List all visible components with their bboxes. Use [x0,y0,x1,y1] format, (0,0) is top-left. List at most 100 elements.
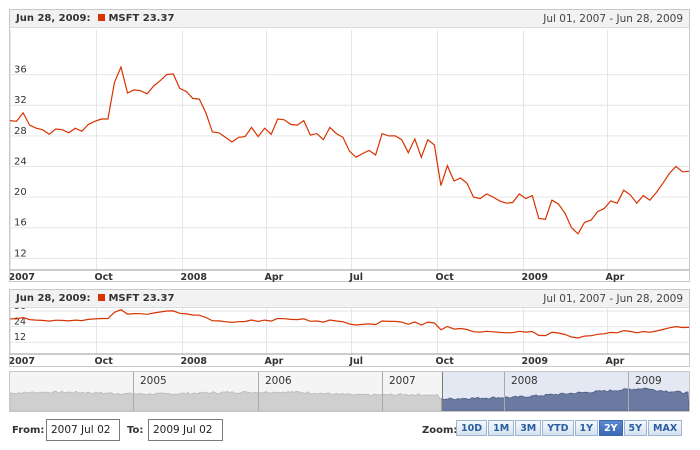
data-point[interactable] [237,136,240,139]
data-point[interactable] [119,65,122,68]
data-point[interactable] [198,98,201,101]
data-point[interactable] [296,124,299,127]
data-point[interactable] [400,138,403,141]
data-point[interactable] [609,199,612,202]
data-point[interactable] [10,119,12,122]
data-point[interactable] [511,201,514,204]
data-point[interactable] [531,194,534,197]
data-point[interactable] [655,191,658,194]
data-point[interactable] [165,73,168,76]
data-point[interactable] [257,135,260,138]
navigator-chart[interactable]: 2005 2006 2007 2008 2009 [10,372,689,411]
data-point[interactable] [544,218,547,221]
data-point[interactable] [139,89,142,92]
data-point[interactable] [681,170,684,173]
data-point[interactable] [465,182,468,185]
data-point[interactable] [563,212,566,215]
data-point[interactable] [505,202,508,205]
data-point[interactable] [263,127,266,130]
data-point[interactable] [635,202,638,205]
data-point[interactable] [172,72,175,75]
data-point[interactable] [616,202,619,205]
zoom-button-1y[interactable]: 1Y [574,420,599,436]
data-point[interactable] [35,127,38,130]
data-point[interactable] [485,192,488,195]
data-point[interactable] [570,226,573,229]
data-point[interactable] [159,79,162,82]
data-point[interactable] [302,119,305,122]
data-point[interactable] [100,117,103,120]
data-point[interactable] [407,151,410,154]
data-point[interactable] [452,179,455,182]
data-point[interactable] [661,182,664,185]
data-point[interactable] [93,120,96,123]
data-point[interactable] [642,194,645,197]
data-point[interactable] [341,136,344,139]
data-point[interactable] [113,81,116,84]
data-point[interactable] [67,131,70,134]
data-point[interactable] [191,97,194,100]
data-point[interactable] [387,134,390,137]
data-point[interactable] [283,118,286,121]
data-point[interactable] [459,176,462,179]
data-point[interactable] [361,152,364,155]
data-point[interactable] [426,138,429,141]
data-point[interactable] [629,193,632,196]
data-point[interactable] [289,123,292,126]
data-point[interactable] [80,130,83,133]
to-date-input[interactable] [148,419,223,441]
data-point[interactable] [250,126,253,129]
zoom-button-max[interactable]: MAX [648,420,683,436]
data-point[interactable] [433,143,436,146]
data-point[interactable] [243,135,246,138]
data-point[interactable] [524,197,527,200]
data-point[interactable] [106,117,109,120]
data-point[interactable] [596,210,599,213]
price-line-chart[interactable]: 12 16 20 24 28 32 36 2007 Oct 2008 Apr Jul Oct 2009 Ap… [10,28,689,282]
data-point[interactable] [492,196,495,199]
msft-series-line[interactable] [10,65,689,235]
data-point[interactable] [224,136,227,139]
data-point[interactable] [668,172,671,175]
data-point[interactable] [479,197,482,200]
zoom-button-10d[interactable]: 10D [456,420,488,436]
zoom-button-5y[interactable]: 5Y [623,420,648,436]
data-point[interactable] [61,128,64,131]
data-point[interactable] [328,126,331,129]
secondary-line-chart[interactable]: 12 24 36 2007 Oct 2008 Apr Jul Oct 2009 Apr [10,308,689,367]
data-point[interactable] [185,90,188,93]
msft-series-line[interactable] [10,309,689,339]
data-point[interactable] [687,170,689,173]
data-point[interactable] [368,149,371,152]
data-point[interactable] [15,120,18,123]
data-point[interactable] [335,132,338,135]
data-point[interactable] [394,134,397,137]
data-point[interactable] [446,164,449,167]
data-point[interactable] [54,127,57,130]
data-point[interactable] [146,92,149,95]
data-point[interactable] [309,134,312,137]
data-point[interactable] [28,124,31,127]
data-point[interactable] [126,91,129,94]
data-point[interactable] [41,128,44,131]
data-point[interactable] [270,133,273,136]
zoom-button-ytd[interactable]: YTD [542,420,574,436]
data-point[interactable] [518,192,521,195]
data-point[interactable] [348,150,351,153]
data-point[interactable] [413,137,416,140]
data-point[interactable] [537,217,540,220]
data-point[interactable] [648,199,651,202]
data-point[interactable] [472,196,475,199]
data-point[interactable] [204,111,207,114]
data-point[interactable] [22,111,25,114]
data-point[interactable] [374,153,377,156]
data-point[interactable] [217,131,220,134]
data-point[interactable] [381,132,384,135]
data-point[interactable] [590,219,593,222]
data-point[interactable] [276,117,279,120]
data-point[interactable] [152,85,155,88]
data-point[interactable] [583,221,586,224]
zoom-button-1m[interactable]: 1M [488,420,515,436]
data-point[interactable] [211,130,214,133]
data-point[interactable] [674,165,677,168]
